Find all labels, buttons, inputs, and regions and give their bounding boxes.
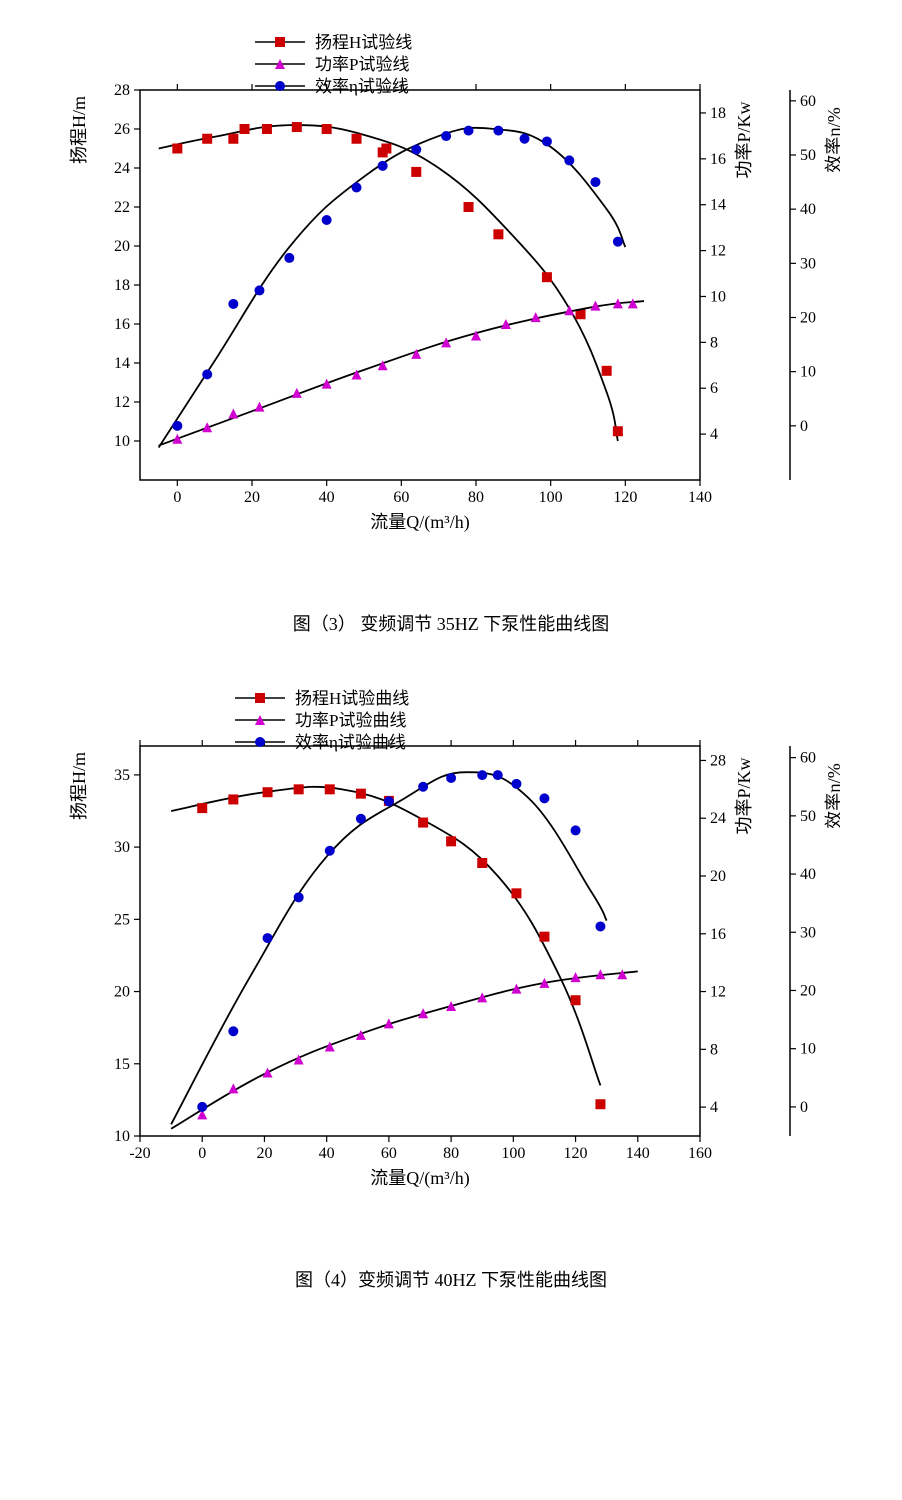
svg-text:10: 10	[114, 1128, 130, 1145]
svg-text:0: 0	[173, 489, 181, 506]
svg-text:14: 14	[710, 197, 726, 214]
svg-text:12: 12	[114, 394, 130, 411]
svg-text:25: 25	[114, 911, 130, 928]
svg-text:30: 30	[800, 255, 816, 272]
svg-text:120: 120	[564, 1145, 588, 1162]
svg-text:流量Q/(m³/h): 流量Q/(m³/h)	[370, 512, 469, 533]
svg-text:20: 20	[114, 984, 130, 1001]
svg-text:40: 40	[319, 489, 335, 506]
svg-text:160: 160	[688, 1145, 712, 1162]
svg-text:22: 22	[114, 199, 130, 216]
chart-3-container: 020406080100120140流量Q/(m³/h)101214161820…	[20, 20, 882, 585]
svg-text:12: 12	[710, 243, 726, 260]
svg-text:16: 16	[710, 151, 726, 168]
svg-text:40: 40	[319, 1145, 335, 1162]
svg-text:15: 15	[114, 1056, 130, 1073]
svg-text:10: 10	[710, 288, 726, 305]
svg-text:30: 30	[800, 924, 816, 941]
svg-text:20: 20	[800, 310, 816, 327]
chart-3-svg: 020406080100120140流量Q/(m³/h)101214161820…	[20, 20, 840, 580]
svg-text:20: 20	[114, 238, 130, 255]
svg-text:20: 20	[244, 489, 260, 506]
svg-text:8: 8	[710, 334, 718, 351]
chart-4-container: -20020406080100120140160流量Q/(m³/h)101520…	[20, 676, 882, 1241]
chart-4-caption: 图（4）变频调节 40HZ 下泵性能曲线图	[20, 1266, 882, 1292]
svg-text:50: 50	[800, 808, 816, 825]
svg-text:120: 120	[613, 489, 637, 506]
svg-text:0: 0	[800, 418, 808, 435]
svg-text:功率P/Kw: 功率P/Kw	[734, 101, 754, 178]
svg-text:0: 0	[800, 1099, 808, 1116]
svg-text:效率η试验线: 效率η试验线	[315, 77, 409, 96]
svg-text:12: 12	[710, 984, 726, 1001]
svg-text:效率η/%: 效率η/%	[824, 763, 840, 828]
svg-text:35: 35	[114, 767, 130, 784]
svg-text:40: 40	[800, 201, 816, 218]
svg-text:10: 10	[114, 433, 130, 450]
svg-text:26: 26	[114, 121, 130, 138]
svg-text:18: 18	[114, 277, 130, 294]
svg-text:效率η试验曲线: 效率η试验曲线	[295, 733, 406, 752]
svg-text:20: 20	[710, 868, 726, 885]
chart-3-caption: 图（3） 变频调节 35HZ 下泵性能曲线图	[20, 610, 882, 636]
svg-text:100: 100	[501, 1145, 525, 1162]
svg-text:4: 4	[710, 426, 718, 443]
svg-text:20: 20	[256, 1145, 272, 1162]
svg-text:80: 80	[468, 489, 484, 506]
svg-text:28: 28	[114, 82, 130, 99]
svg-text:24: 24	[114, 160, 130, 177]
svg-text:扬程H/m: 扬程H/m	[69, 752, 89, 820]
svg-text:-20: -20	[129, 1145, 150, 1162]
svg-text:28: 28	[710, 752, 726, 769]
svg-text:4: 4	[710, 1099, 718, 1116]
chart-4-svg: -20020406080100120140160流量Q/(m³/h)101520…	[20, 676, 840, 1236]
svg-text:140: 140	[626, 1145, 650, 1162]
svg-text:效率η/%: 效率η/%	[824, 107, 840, 172]
svg-text:功率P试验线: 功率P试验线	[315, 55, 409, 74]
svg-text:20: 20	[800, 982, 816, 999]
svg-text:80: 80	[443, 1145, 459, 1162]
svg-text:流量Q/(m³/h): 流量Q/(m³/h)	[370, 1168, 469, 1189]
svg-text:100: 100	[539, 489, 563, 506]
svg-text:10: 10	[800, 364, 816, 381]
svg-text:扬程H/m: 扬程H/m	[69, 96, 89, 164]
svg-text:18: 18	[710, 105, 726, 122]
svg-text:功率P试验曲线: 功率P试验曲线	[295, 711, 406, 730]
svg-text:功率P/Kw: 功率P/Kw	[734, 757, 754, 834]
svg-text:16: 16	[710, 926, 726, 943]
svg-text:60: 60	[800, 93, 816, 110]
svg-text:6: 6	[710, 380, 718, 397]
svg-text:24: 24	[710, 810, 726, 827]
svg-text:30: 30	[114, 839, 130, 856]
svg-text:扬程H试验曲线: 扬程H试验曲线	[295, 689, 409, 708]
svg-text:50: 50	[800, 147, 816, 164]
svg-text:60: 60	[381, 1145, 397, 1162]
svg-text:60: 60	[393, 489, 409, 506]
svg-text:14: 14	[114, 355, 130, 372]
svg-text:140: 140	[688, 489, 712, 506]
svg-text:16: 16	[114, 316, 130, 333]
svg-text:8: 8	[710, 1041, 718, 1058]
svg-text:扬程H试验线: 扬程H试验线	[315, 33, 412, 52]
svg-text:60: 60	[800, 750, 816, 767]
svg-text:40: 40	[800, 866, 816, 883]
svg-text:0: 0	[198, 1145, 206, 1162]
svg-text:10: 10	[800, 1041, 816, 1058]
